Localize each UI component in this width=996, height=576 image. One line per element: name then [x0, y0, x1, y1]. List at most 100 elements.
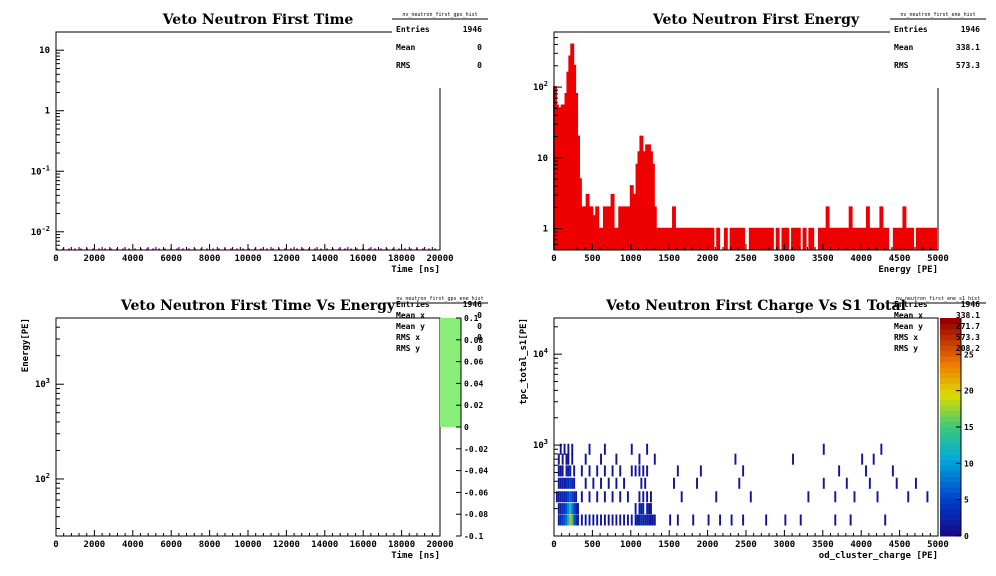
x-tick-label: 0 — [53, 254, 58, 264]
heatmap-cell — [561, 503, 564, 515]
x-tick-label: 20000 — [426, 540, 453, 550]
heatmap-cell — [619, 514, 622, 526]
heatmap-cell — [623, 477, 626, 489]
heatmap-cell — [555, 491, 558, 503]
heatmap-cell — [557, 514, 560, 526]
stats-label: RMS y — [894, 344, 918, 353]
heatmap-cell — [784, 514, 787, 526]
chart-title: Veto Neutron First Charge Vs S1 Total — [605, 298, 906, 314]
heatmap-cell — [577, 503, 579, 515]
heatmap-cell — [603, 443, 606, 455]
stats-value: 1946 — [463, 25, 482, 34]
heatmap-cell — [567, 453, 570, 465]
x-tick-label: 3500 — [812, 254, 834, 264]
palette-band — [940, 497, 961, 504]
heatmap-cell — [792, 453, 794, 465]
heatmap-cell — [571, 514, 574, 526]
heatmap-cell — [676, 514, 679, 526]
stats-value: 0 — [477, 344, 482, 353]
stats-label: Mean — [396, 43, 415, 52]
heatmap-cell — [799, 514, 802, 526]
heatmap-cell — [580, 465, 583, 477]
x-tick-label: 14000 — [311, 254, 338, 264]
heatmap-cell — [653, 453, 656, 465]
heatmap-cell — [630, 465, 633, 477]
palette-tick-label: 0.1 — [464, 314, 479, 323]
heatmap-cell — [561, 477, 564, 489]
heatmap-cell — [592, 514, 595, 526]
palette-tick-label: 5 — [964, 496, 969, 505]
heatmap-cell — [561, 491, 564, 503]
heatmap-cell — [567, 514, 570, 526]
palette-band — [940, 323, 961, 330]
palette-band — [940, 443, 961, 450]
heatmap-cell — [638, 491, 641, 503]
palette-band — [940, 448, 961, 455]
x-tick-label: 2000 — [84, 540, 106, 550]
heatmap-cell — [719, 514, 722, 526]
x-tick-label: 18000 — [388, 254, 415, 264]
heatmap-cell — [642, 514, 645, 526]
heatmap-cell — [565, 503, 568, 515]
palette-band — [940, 459, 961, 466]
palette-band — [940, 328, 961, 335]
palette-band — [940, 318, 961, 324]
heatmap-cell — [588, 465, 591, 477]
heatmap-cell — [834, 514, 837, 526]
x-tick-label: 2000 — [697, 254, 719, 264]
heatmap-cell — [634, 465, 637, 477]
palette-tick-label: -0.04 — [464, 467, 488, 476]
x-tick-label: 1500 — [658, 540, 680, 550]
heatmap-cell — [749, 491, 752, 503]
heatmap-cell — [692, 514, 695, 526]
heatmap-cell — [565, 465, 568, 477]
heatmap-cell — [557, 477, 560, 489]
stats-label: Entries — [894, 299, 928, 309]
x-tick-label: 2500 — [735, 254, 757, 264]
stats-label: RMS x — [894, 333, 918, 342]
x-tick-label: 1000 — [620, 254, 642, 264]
heatmap-cell — [563, 514, 566, 526]
plot-frame — [55, 31, 441, 251]
palette-band — [940, 383, 961, 390]
heatmap-cell — [603, 514, 606, 526]
palette-tick-label: -0.08 — [464, 510, 488, 519]
heatmap-cell — [646, 465, 649, 477]
x-tick-label: 4000 — [850, 540, 872, 550]
stats-value: 0 — [477, 43, 482, 52]
heatmap-cell — [563, 443, 566, 455]
palette-tick-label: 10 — [964, 459, 974, 468]
heatmap-cell — [822, 477, 825, 489]
palette-tick-label: 0.06 — [464, 358, 483, 367]
x-tick-label: 500 — [584, 254, 600, 264]
x-tick-label: 0 — [551, 254, 556, 264]
x-tick-label: 3000 — [774, 254, 796, 264]
palette-band — [940, 519, 961, 526]
heatmap-cell — [603, 465, 606, 477]
x-axis-label: od_cluster_charge [PE] — [819, 551, 938, 561]
palette-band — [940, 427, 961, 433]
heatmap-cell — [876, 491, 879, 503]
heatmap-cell — [584, 477, 587, 489]
heatmap-cell — [680, 491, 683, 503]
heatmap-cell — [584, 453, 587, 465]
heatmap-cell — [561, 465, 564, 477]
heatmap-cell — [571, 453, 574, 465]
heatmap-cell — [559, 503, 562, 515]
heatmap-cell — [638, 465, 641, 477]
heatmap-cell — [588, 491, 591, 503]
x-tick-label: 1000 — [620, 540, 642, 550]
heatmap-cell — [648, 503, 650, 515]
heatmap-cell — [565, 491, 568, 503]
x-tick-label: 3000 — [774, 540, 796, 550]
palette-band — [940, 334, 961, 341]
heatmap-cell — [636, 514, 639, 526]
palette-tick-label: 0 — [464, 423, 469, 432]
x-tick-label: 20000 — [426, 254, 453, 264]
heatmap-cell — [573, 477, 576, 489]
y-tick-label: 1 — [543, 225, 548, 235]
heatmap-cell — [611, 514, 614, 526]
y-tick-label: 104 — [533, 347, 548, 360]
heatmap-cell — [563, 491, 566, 503]
